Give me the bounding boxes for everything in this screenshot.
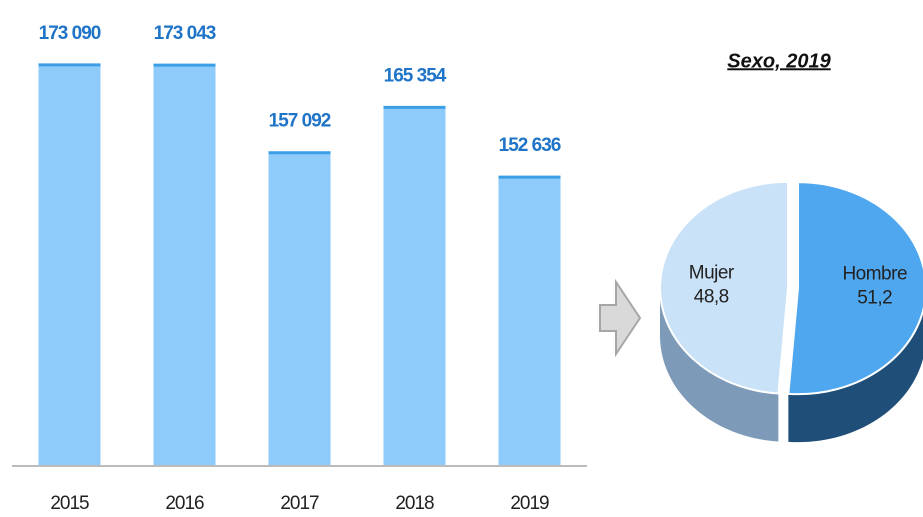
value-label: 152 636 <box>499 135 561 156</box>
pie-title: Sexo, 2019 <box>727 50 831 72</box>
x-tick-label: 2019 <box>510 493 549 514</box>
bar <box>268 151 331 466</box>
slice <box>787 181 923 396</box>
slice-value: 51,2 <box>857 288 892 309</box>
slice-label: Hombre <box>842 264 907 285</box>
value-label: 157 092 <box>269 111 331 132</box>
slice-group <box>787 181 923 443</box>
bar <box>38 63 101 465</box>
x-tick-label: 2015 <box>50 493 89 514</box>
slice-value: 48,8 <box>694 286 729 307</box>
value-label: 173 090 <box>39 23 101 44</box>
bar <box>498 176 561 465</box>
bar <box>383 106 446 465</box>
slice <box>659 180 790 395</box>
value-label: 165 354 <box>384 65 447 86</box>
value-label: 173 043 <box>154 23 216 44</box>
slice-label: Mujer <box>689 262 735 283</box>
x-tick-label: 2016 <box>165 493 204 514</box>
x-tick-label: 2018 <box>395 493 434 514</box>
x-tick-label: 2017 <box>280 493 319 514</box>
arrow <box>599 278 642 358</box>
slice-side <box>788 310 923 443</box>
slice-group <box>659 180 790 442</box>
slice-side <box>660 287 779 442</box>
bar <box>153 64 216 465</box>
